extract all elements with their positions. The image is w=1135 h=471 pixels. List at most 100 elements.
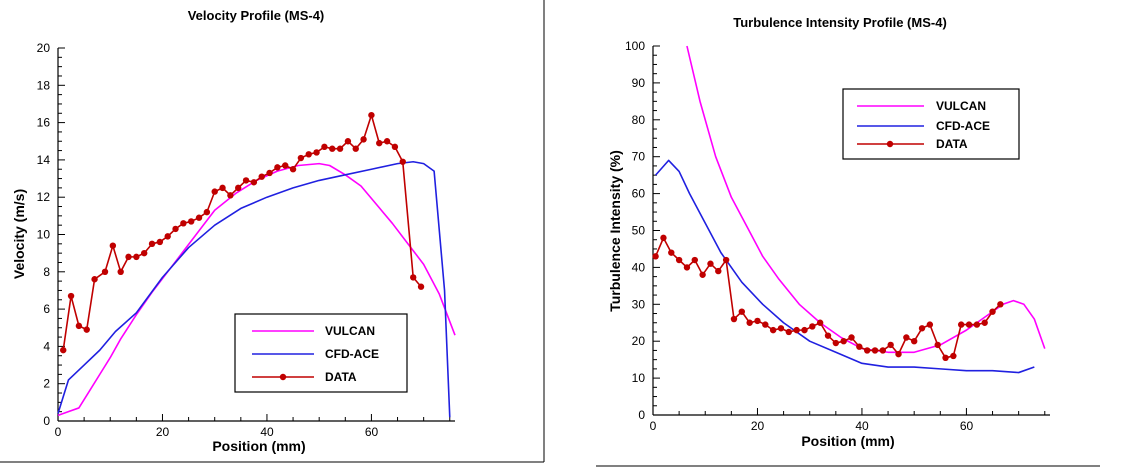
velocity-chart-title: Velocity Profile (MS-4)	[188, 8, 325, 23]
legend-marker-data	[886, 140, 894, 148]
velocity-y-tick-label: 12	[37, 190, 51, 204]
turbulence-data-point	[777, 325, 785, 332]
turbulence-data-point	[848, 334, 855, 341]
velocity-data-point	[180, 220, 187, 227]
velocity-data-point	[203, 208, 211, 216]
velocity-data-point	[297, 154, 305, 162]
legend-label-cfd-ace: CFD-ACE	[936, 119, 990, 133]
velocity-y-tick-label: 10	[37, 228, 51, 242]
legend-marker-data	[279, 373, 287, 381]
turbulence-x-tick-label: 60	[960, 419, 974, 433]
velocity-x-tick-label: 60	[365, 425, 379, 439]
velocity-data-point	[67, 292, 75, 300]
velocity-data-point	[383, 138, 391, 145]
legend-label-data: DATA	[936, 137, 968, 151]
velocity-data-point	[117, 268, 124, 275]
turbulence-y-axis-label: Turbulence Intensity (%)	[607, 150, 623, 312]
turbulence-data-point	[863, 347, 871, 354]
velocity-data-point	[274, 164, 281, 171]
velocity-legend: VULCAN CFD-ACE DATA	[234, 313, 408, 393]
turbulence-data-point	[840, 338, 847, 345]
turbulence-data-point	[738, 308, 746, 315]
velocity-data-point	[258, 173, 265, 180]
legend-label-vulcan: VULCAN	[325, 324, 375, 338]
velocity-data-point	[266, 169, 273, 177]
turbulence-data-point	[668, 249, 675, 256]
velocity-y-axis-label: Velocity (m/s)	[11, 189, 27, 279]
velocity-data-point	[164, 233, 171, 240]
velocity-x-tick-label: 0	[55, 425, 62, 439]
turbulence-y-tick-label: 90	[632, 76, 646, 90]
velocity-data-point	[344, 138, 352, 145]
velocity-data-point	[172, 225, 179, 233]
velocity-data-point	[109, 242, 117, 249]
turbulence-data-point	[762, 321, 769, 328]
turbulence-data-point	[957, 321, 965, 328]
velocity-series-layer	[57, 111, 456, 418]
turbulence-data-point	[793, 326, 800, 334]
velocity-y-tick-label: 6	[43, 302, 50, 316]
velocity-data-point	[289, 166, 297, 173]
turbulence-series-layer	[652, 45, 1046, 374]
turbulence-data-point	[934, 341, 941, 349]
turbulence-data-point	[660, 234, 667, 242]
velocity-y-tick-label: 16	[37, 116, 51, 130]
velocity-data-point	[313, 149, 320, 156]
turbulence-data-point	[652, 253, 659, 260]
turbulence-data-point	[801, 326, 808, 334]
turbulence-data-point	[879, 347, 887, 354]
turbulence-data-point	[832, 339, 840, 347]
turbulence-data-point	[926, 321, 934, 328]
velocity-x-tick-label: 20	[156, 425, 170, 439]
turbulence-y-tick-label: 50	[632, 224, 646, 238]
turbulence-x-tick-label: 40	[855, 419, 869, 433]
turbulence-x-tick-label: 0	[650, 419, 657, 433]
legend-label-data: DATA	[325, 370, 357, 384]
turbulence-data-point	[918, 325, 926, 332]
velocity-data-point	[352, 145, 359, 152]
turbulence-y-tick-label: 60	[632, 187, 646, 201]
velocity-y-tick-label: 14	[37, 153, 51, 167]
velocity-data-point	[321, 143, 328, 151]
turbulence-data-point	[989, 308, 996, 315]
velocity-data-point	[133, 253, 140, 261]
turbulence-data-point	[973, 321, 981, 328]
velocity-data-point	[125, 253, 132, 261]
velocity-data-point	[83, 326, 90, 333]
turbulence-x-tick-label: 20	[751, 419, 765, 433]
velocity-data-point	[368, 111, 375, 119]
turbulence-chart: Turbulence Intensity Profile (MS-4) 0 10…	[607, 15, 1050, 449]
turbulence-legend-box	[842, 88, 1020, 160]
velocity-data-point	[211, 188, 218, 195]
velocity-data-point	[282, 162, 289, 169]
panel-frames	[0, 0, 1100, 467]
velocity-data-point	[91, 276, 98, 283]
turbulence-data-point	[824, 332, 832, 339]
turbulence-legend: VULCAN CFD-ACE DATA	[842, 88, 1020, 160]
turbulence-data-point	[997, 301, 1004, 308]
turbulence-data-point	[887, 341, 894, 349]
velocity-data-point	[148, 240, 156, 248]
velocity-data-point	[60, 346, 67, 354]
turbulence-data-point	[816, 319, 824, 326]
velocity-chart: Velocity Profile (MS-4) 0 2 4 6 8 10 12 …	[11, 8, 456, 454]
turbulence-chart-title: Turbulence Intensity Profile (MS-4)	[733, 15, 947, 30]
turbulence-y-tick-label: 20	[632, 334, 646, 348]
velocity-data-point	[305, 151, 312, 158]
turbulence-data-point	[942, 354, 949, 362]
velocity-data-point	[417, 283, 425, 290]
turbulence-data-point	[683, 264, 691, 271]
velocity-data-point	[329, 145, 336, 152]
turbulence-data-point	[809, 323, 816, 330]
velocity-data-point	[242, 177, 250, 184]
velocity-series-line-data	[62, 114, 422, 351]
turbulence-y-tick-label: 40	[632, 260, 646, 274]
velocity-y-tick-label: 18	[37, 78, 51, 92]
velocity-data-point	[376, 139, 383, 147]
velocity-data-point	[219, 184, 226, 192]
velocity-y-tick-label: 2	[43, 377, 50, 391]
turbulence-y-tick-label: 30	[632, 297, 646, 311]
velocity-y-tick-label: 4	[43, 339, 50, 353]
turbulence-data-point	[754, 317, 761, 325]
